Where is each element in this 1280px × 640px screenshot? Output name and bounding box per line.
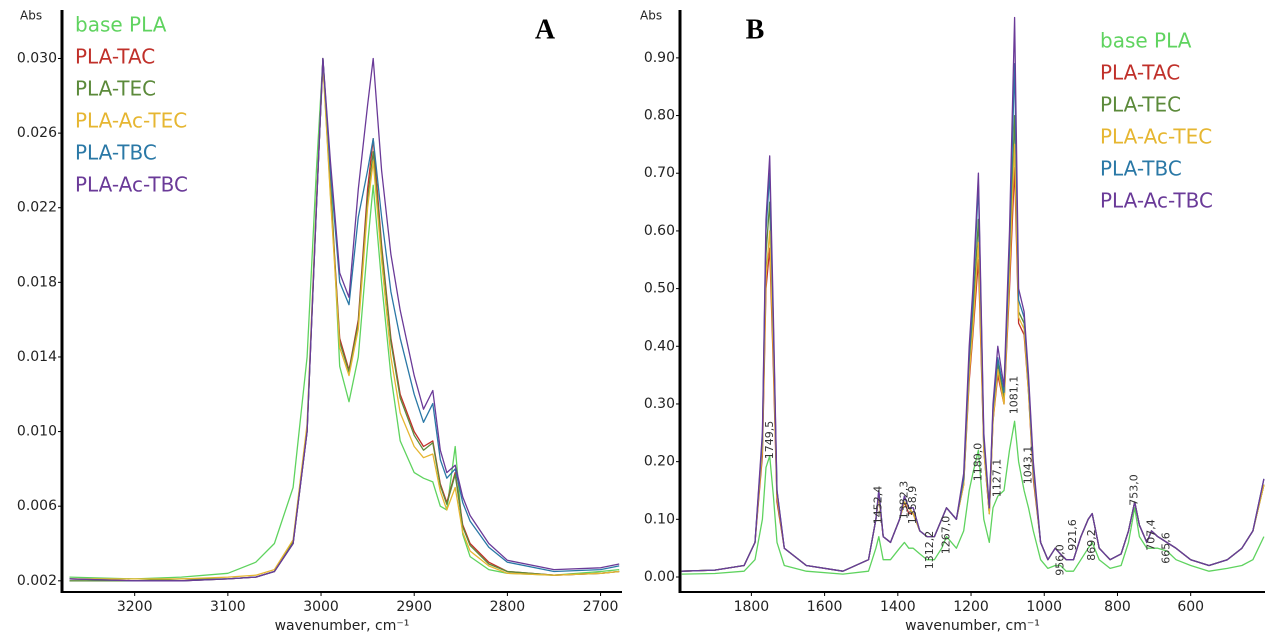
peak-label: 1267,0: [940, 516, 953, 555]
peak-label: 665,6: [1160, 532, 1173, 564]
peak-label: 1081,1: [1008, 376, 1021, 415]
peak-label: 921,6: [1066, 519, 1079, 551]
peak-label: 1749,5: [763, 421, 776, 460]
x-tick-label: 3100: [210, 599, 246, 615]
x-axis-label: wavenumber, cm⁻¹: [275, 618, 410, 634]
y-tick-label: 0.30: [644, 396, 675, 412]
y-tick-label: 0.006: [17, 498, 57, 514]
y-tick-label: 0.030: [17, 51, 57, 67]
y-tick-label: 0.022: [17, 200, 57, 216]
peak-label: 1127,1: [991, 459, 1004, 498]
x-axis-label: wavenumber, cm⁻¹: [905, 618, 1040, 634]
spectrum-line: [69, 57, 620, 582]
peak-label: 753,0: [1128, 474, 1141, 506]
x-tick-label: 3200: [117, 599, 153, 615]
x-tick-label: 1600: [807, 599, 843, 615]
y-tick-label: 0.20: [644, 454, 675, 470]
y-tick-label: 0.010: [17, 424, 57, 440]
y-tick-label: 0.60: [644, 223, 675, 239]
legend-entry: PLA-TEC: [1100, 93, 1181, 117]
spectrum-line: [69, 57, 620, 580]
legend-entry: PLA-Ac-TBC: [1100, 189, 1213, 213]
spectrum-line: [69, 57, 620, 582]
x-tick-label: 800: [1104, 599, 1131, 615]
x-tick-label: 1200: [953, 599, 989, 615]
panel-letter: B: [746, 14, 765, 45]
panel-letter: A: [535, 14, 556, 45]
legend-entry: PLA-Ac-TEC: [1100, 125, 1212, 149]
peak-label: 1180,0: [971, 443, 984, 482]
y-tick-label: 0.90: [644, 50, 675, 66]
spectrum-line: [681, 16, 1265, 572]
x-tick-label: 2800: [490, 599, 526, 615]
legend-entry: PLA-TBC: [75, 141, 157, 165]
x-tick-label: 3000: [303, 599, 339, 615]
y-tick-label: 0.80: [644, 108, 675, 124]
y-axis-label: Abs: [20, 9, 42, 23]
x-tick-label: 1800: [734, 599, 770, 615]
x-tick-label: 1000: [1026, 599, 1062, 615]
y-tick-label: 0.70: [644, 165, 675, 181]
legend-entry: PLA-Ac-TBC: [75, 173, 188, 197]
x-tick-label: 600: [1177, 599, 1204, 615]
legend-entry: PLA-TAC: [1100, 61, 1180, 85]
y-tick-label: 0.50: [644, 281, 675, 297]
x-tick-label: 2700: [583, 599, 619, 615]
legend-entry: PLA-TAC: [75, 45, 155, 69]
peak-label: 1043,1: [1021, 446, 1034, 485]
y-tick-label: 0.10: [644, 511, 675, 527]
y-tick-label: 0.00: [644, 569, 675, 585]
legend-entry: PLA-TEC: [75, 77, 156, 101]
legend-entry: base PLA: [1100, 29, 1192, 53]
legend-entry: base PLA: [75, 13, 167, 37]
peak-label: 1358,9: [906, 486, 919, 525]
spectrum-line: [681, 420, 1265, 575]
y-tick-label: 0.018: [17, 274, 57, 290]
peak-label: 1312,2: [923, 531, 936, 570]
y-tick-label: 0.40: [644, 338, 675, 354]
spectrum-line: [69, 57, 620, 582]
peak-label: 1382,3: [897, 481, 910, 520]
peak-label: 707,4: [1144, 519, 1157, 551]
spectrum-line: [681, 166, 1265, 572]
y-tick-label: 0.026: [17, 125, 57, 141]
x-tick-label: 1400: [880, 599, 916, 615]
peak-label: 869,2: [1085, 529, 1098, 561]
y-axis-label: Abs: [640, 9, 662, 23]
y-tick-label: 0.014: [17, 349, 57, 365]
peak-label: 956,0: [1053, 544, 1066, 576]
peak-label: 1452,4: [872, 486, 885, 525]
spectrum-line: [69, 63, 620, 580]
y-tick-label: 0.002: [17, 573, 57, 589]
legend-entry: PLA-TBC: [1100, 157, 1182, 181]
x-tick-label: 2900: [396, 599, 432, 615]
legend-entry: PLA-Ac-TEC: [75, 109, 187, 133]
